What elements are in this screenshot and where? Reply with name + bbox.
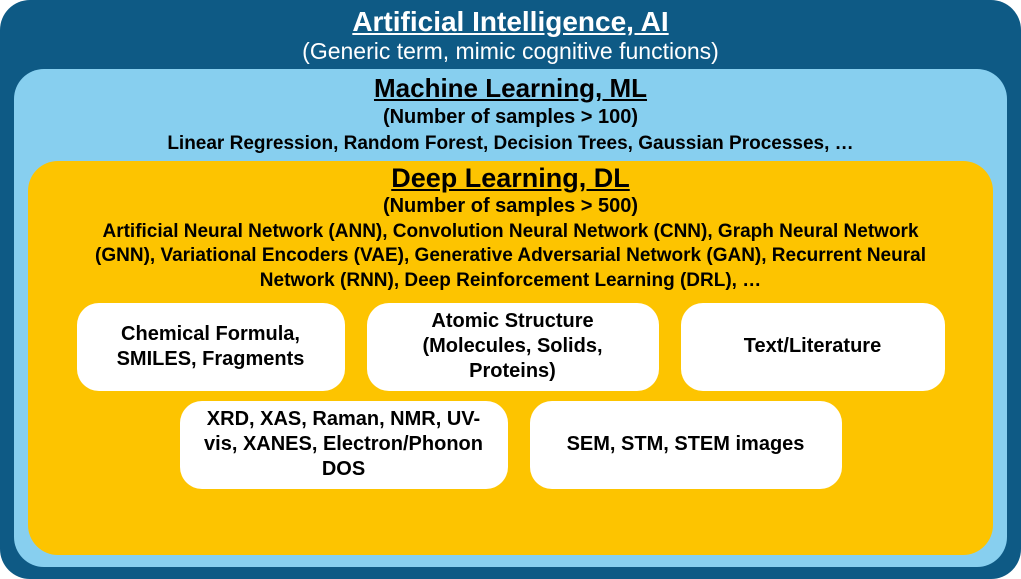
dl-pill: SEM, STM, STEM images bbox=[530, 401, 842, 489]
dl-subtitle: (Number of samples > 500) bbox=[44, 195, 977, 218]
dl-header: Deep Learning, DL (Number of samples > 5… bbox=[44, 163, 977, 293]
ml-layer: Machine Learning, ML (Number of samples … bbox=[14, 69, 1007, 567]
dl-row-2: XRD, XAS, Raman, NMR, UV-vis, XANES, Ele… bbox=[44, 401, 977, 489]
dl-pill: Atomic Structure (Molecules, Solids, Pro… bbox=[367, 303, 659, 391]
ai-subtitle: (Generic term, mimic cognitive functions… bbox=[14, 38, 1007, 65]
dl-pill: XRD, XAS, Raman, NMR, UV-vis, XANES, Ele… bbox=[180, 401, 508, 489]
dl-row-1: Chemical Formula, SMILES, Fragments Atom… bbox=[44, 303, 977, 391]
dl-examples: Artificial Neural Network (ANN), Convolu… bbox=[71, 220, 951, 293]
dl-title: Deep Learning, DL bbox=[44, 163, 977, 194]
dl-pill: Chemical Formula, SMILES, Fragments bbox=[77, 303, 345, 391]
dl-pill: Text/Literature bbox=[681, 303, 945, 391]
dl-layer: Deep Learning, DL (Number of samples > 5… bbox=[28, 161, 993, 555]
ml-subtitle: (Number of samples > 100) bbox=[28, 106, 993, 129]
ai-header: Artificial Intelligence, AI (Generic ter… bbox=[14, 6, 1007, 65]
ml-title: Machine Learning, ML bbox=[28, 73, 993, 104]
ml-header: Machine Learning, ML (Number of samples … bbox=[28, 73, 993, 155]
ai-title: Artificial Intelligence, AI bbox=[14, 6, 1007, 38]
ml-examples: Linear Regression, Random Forest, Decisi… bbox=[28, 133, 993, 155]
ai-layer: Artificial Intelligence, AI (Generic ter… bbox=[0, 0, 1021, 579]
